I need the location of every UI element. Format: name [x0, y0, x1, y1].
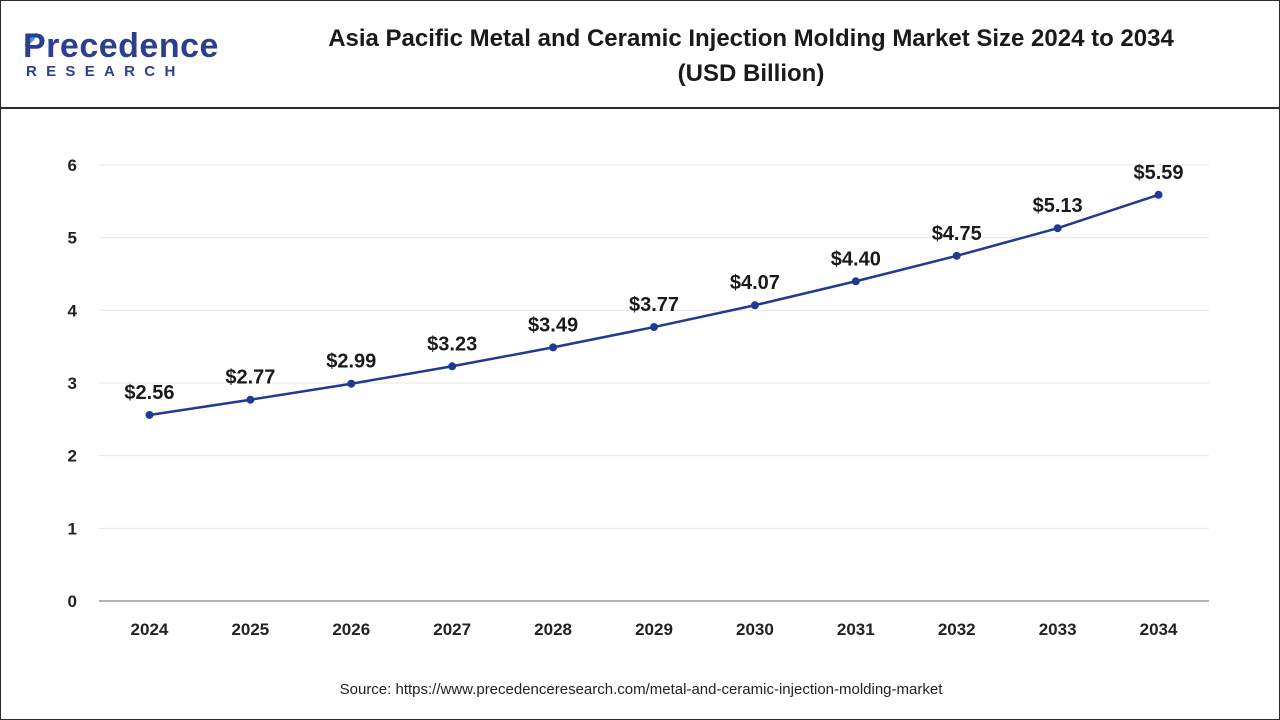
data-label: $3.77: [629, 294, 679, 316]
data-point: [1154, 190, 1163, 199]
x-tick-label: 2029: [635, 620, 673, 639]
data-point: [549, 343, 558, 352]
data-label: $3.23: [427, 333, 477, 355]
data-label: $5.59: [1134, 162, 1184, 184]
data-label: $2.56: [124, 382, 174, 404]
x-tick-label: 2026: [332, 620, 370, 639]
data-point: [952, 251, 961, 260]
x-tick-label: 2034: [1140, 620, 1178, 639]
header: Precedence RESEARCH Asia Pacific Metal a…: [1, 1, 1279, 109]
y-tick-label: 0: [68, 592, 77, 611]
data-point: [851, 277, 860, 286]
y-tick-label: 3: [68, 374, 77, 393]
x-tick-label: 2031: [837, 620, 875, 639]
data-point: [650, 323, 658, 332]
x-tick-label: 2028: [534, 620, 572, 639]
y-tick-label: 6: [68, 156, 77, 175]
x-tick-label: 2033: [1039, 620, 1077, 639]
chart-title: Asia Pacific Metal and Ceramic Injection…: [261, 21, 1241, 91]
brand-logo: Precedence RESEARCH: [23, 27, 223, 83]
data-point: [347, 379, 356, 388]
data-point: [246, 395, 255, 404]
data-label: $4.75: [932, 223, 982, 245]
brand-name: Precedence: [23, 27, 219, 65]
data-label: $3.49: [528, 314, 578, 336]
chart-title-line1: Asia Pacific Metal and Ceramic Injection…: [328, 25, 1174, 52]
x-tick-label: 2030: [736, 620, 774, 639]
x-tick-label: 2025: [231, 620, 269, 639]
data-label: $5.13: [1033, 195, 1083, 217]
x-tick-label: 2032: [938, 620, 976, 639]
leaf-icon: [25, 33, 37, 45]
data-label: $2.77: [225, 367, 275, 389]
data-point: [1053, 224, 1062, 233]
data-point: [448, 362, 457, 371]
y-tick-label: 2: [68, 447, 77, 466]
chart-title-line2: (USD Billion): [677, 60, 825, 87]
y-tick-label: 1: [68, 519, 77, 538]
y-tick-label: 4: [68, 301, 78, 320]
x-tick-label: 2027: [433, 620, 471, 639]
source-note: Source: https://www.precedenceresearch.c…: [339, 681, 943, 698]
data-label: $4.07: [730, 272, 780, 294]
brand-subname: RESEARCH: [26, 63, 185, 80]
line-chart: 0 1 2 3 4 5 6 2024 2025 2026 2027 2028 2029 2030 2031 2…: [68, 156, 1209, 639]
data-point: [750, 301, 759, 310]
x-tick-label: 2024: [131, 620, 169, 639]
data-label: $4.40: [831, 248, 881, 270]
data-label: $2.99: [326, 351, 376, 373]
y-tick-label: 5: [68, 229, 77, 248]
data-point: [145, 410, 154, 419]
